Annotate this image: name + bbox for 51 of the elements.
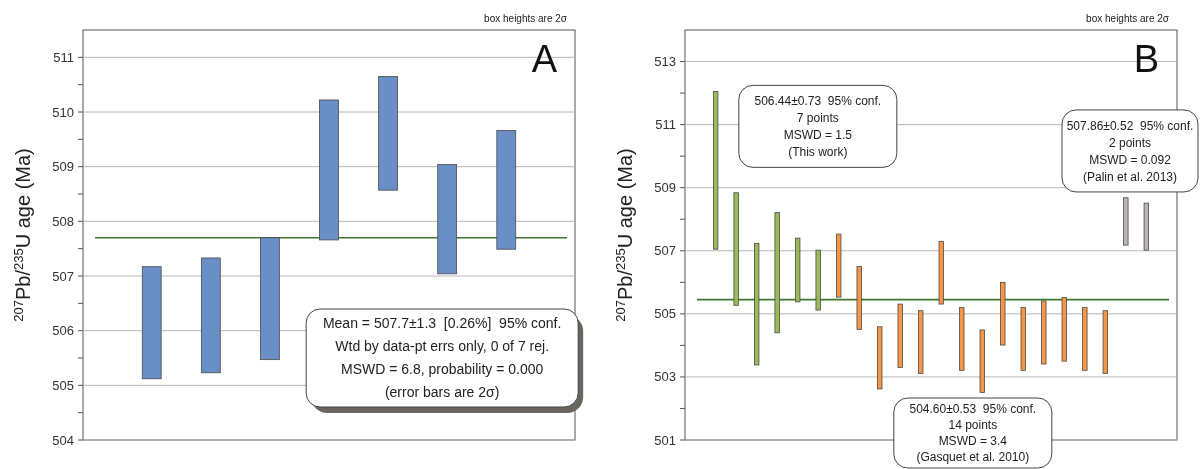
y-tick-label: 506 — [52, 323, 74, 339]
y-tick-label: 505 — [52, 377, 74, 393]
bar — [1082, 307, 1088, 371]
bar — [1041, 300, 1047, 365]
bar — [795, 237, 801, 303]
bar — [836, 233, 842, 298]
bar — [856, 266, 862, 330]
chart-title: B — [1133, 38, 1159, 80]
y-tick-label: 509 — [654, 180, 676, 196]
bar — [1061, 297, 1067, 362]
y-tick-label: 510 — [52, 104, 74, 120]
bar — [1000, 281, 1006, 346]
bar — [774, 212, 780, 334]
y-tick-label: 507 — [654, 243, 676, 259]
bar — [877, 326, 883, 390]
y-tick-label: 511 — [655, 117, 676, 133]
annotation: 504.60±0.53 95% conf. 14 points MSWD = 3.4 (Gasquet et al. 2010) — [909, 402, 1037, 465]
bar — [918, 310, 924, 374]
bar — [754, 243, 760, 366]
bar — [979, 329, 985, 393]
bar — [959, 307, 965, 371]
bar — [437, 164, 458, 275]
bar — [938, 240, 944, 305]
annotation: Mean = 507.7±1.3 [0.26%] 95% conf. Wtd by data-pt errs only, 0 of 7 rej. MSWD = 6.8, probability = 0.000 (error bars are 2σ) — [322, 315, 562, 401]
text: box heights are 2σ — [484, 13, 568, 24]
bar — [319, 99, 339, 241]
y-tick-label: 508 — [52, 213, 74, 229]
y-tick-label: 509 — [52, 159, 74, 175]
bar — [141, 266, 162, 380]
y-tick-label: 505 — [654, 306, 676, 322]
y-tick-label: 504 — [52, 432, 74, 448]
bar — [815, 249, 821, 311]
annotation: 507.86±0.52 95% conf. 2 points MSWD = 0.092 (Palin et al. 2013) — [1066, 118, 1194, 184]
bar — [1020, 307, 1026, 371]
bar — [713, 91, 719, 250]
annotation: 506.44±0.73 95% conf. 7 points MSWD = 1.5 (This work) — [754, 94, 882, 160]
bar — [1102, 310, 1108, 374]
text: box heights are 2σ — [1086, 13, 1170, 24]
chart-title: A — [531, 38, 558, 80]
y-tick-label: 507 — [52, 268, 74, 284]
y-tick-label: 503 — [654, 369, 676, 385]
bar — [200, 257, 221, 374]
y-tick-label: 513 — [654, 54, 676, 70]
bar — [733, 192, 739, 306]
bar — [378, 76, 398, 191]
y-tick-label: 501 — [654, 432, 676, 448]
bar — [496, 130, 517, 250]
bar — [897, 303, 903, 368]
y-tick-label: 511 — [53, 49, 74, 65]
bar — [260, 237, 280, 361]
bar — [1123, 197, 1129, 246]
